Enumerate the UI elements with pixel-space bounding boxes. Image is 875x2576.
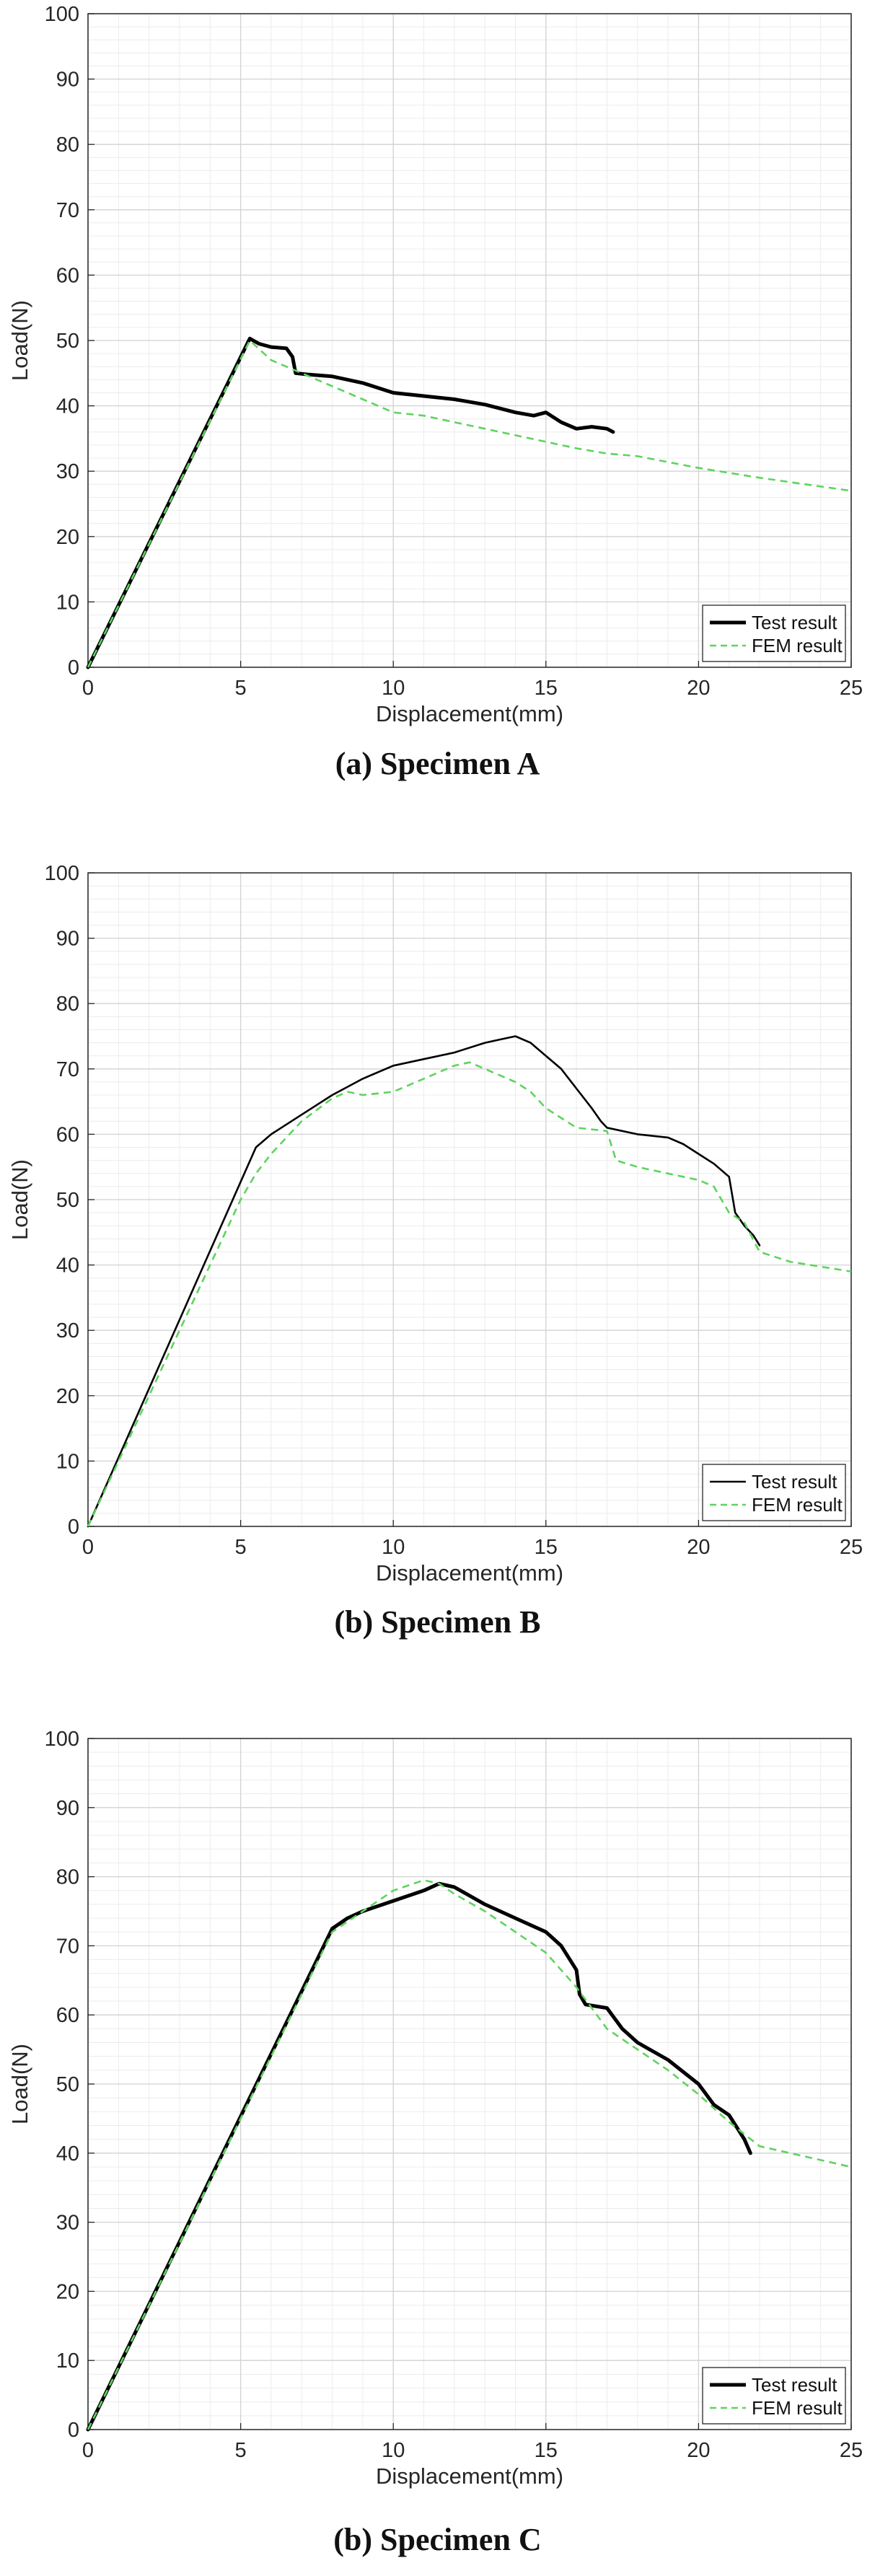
y-tick-label: 80 bbox=[56, 1866, 79, 1889]
x-axis-label: Displacement(mm) bbox=[376, 2463, 563, 2489]
chart-caption-a: (a) Specimen A bbox=[335, 746, 540, 781]
y-axis-label: Load(N) bbox=[7, 2044, 32, 2124]
chart-panel-b: 0 5 10 15 20 25 0 10 20 30 40 50 60 70 80 90 100 Displace… bbox=[0, 858, 875, 1681]
y-tick-label: 90 bbox=[56, 928, 79, 951]
x-tick-label: 0 bbox=[82, 1536, 94, 1559]
x-tick-label: 25 bbox=[840, 1536, 863, 1559]
y-tick-label: 0 bbox=[68, 1516, 79, 1539]
legend-label-fem: FEM result bbox=[752, 2397, 843, 2419]
y-tick-label: 40 bbox=[56, 1254, 79, 1278]
x-tick-label: 20 bbox=[687, 1536, 710, 1559]
y-tick-label: 60 bbox=[56, 1123, 79, 1146]
x-tick-label: 15 bbox=[535, 677, 558, 700]
y-axis-label: Load(N) bbox=[7, 300, 32, 381]
y-tick-label: 10 bbox=[56, 591, 79, 614]
y-tick-label: 70 bbox=[56, 1935, 79, 1958]
y-tick-label: 80 bbox=[56, 133, 79, 157]
y-tick-label: 60 bbox=[56, 2004, 79, 2027]
x-tick-label: 10 bbox=[382, 1536, 405, 1559]
chart-svg-a: 0 5 10 15 20 25 0 10 20 30 40 50 60 70 80 90 100 Displace… bbox=[7, 3, 863, 726]
legend-box bbox=[702, 1464, 846, 1521]
y-axis-label: Load(N) bbox=[7, 1159, 32, 1240]
y-tick-label: 90 bbox=[56, 69, 79, 92]
x-tick-label: 25 bbox=[840, 677, 863, 700]
chart-svg-c: 0 5 10 15 20 25 0 10 20 30 40 50 60 70 80 90 100 Displace… bbox=[7, 1728, 863, 2489]
y-tick-label: 60 bbox=[56, 264, 79, 287]
grid bbox=[87, 13, 852, 668]
x-tick-label: 10 bbox=[382, 677, 405, 700]
y-tick-label: 20 bbox=[56, 1385, 79, 1408]
legend-box bbox=[702, 605, 846, 662]
legend-label-test: Test result bbox=[752, 612, 837, 633]
fem-result-line bbox=[87, 1879, 852, 2430]
y-tick-label: 50 bbox=[56, 330, 79, 353]
y-tick-label: 30 bbox=[56, 1319, 79, 1342]
legend-label-fem: FEM result bbox=[752, 1494, 843, 1516]
x-tick-label: 0 bbox=[82, 2439, 94, 2462]
chart-panel-c: 0 5 10 15 20 25 0 10 20 30 40 50 60 70 80 90 100 Displace… bbox=[0, 1720, 875, 2576]
y-tick-label: 100 bbox=[45, 3, 79, 26]
grid bbox=[87, 1738, 852, 2430]
legend-label-test: Test result bbox=[752, 1471, 837, 1493]
x-tick-label: 5 bbox=[235, 1536, 247, 1559]
legend-label-fem: FEM result bbox=[752, 635, 843, 656]
y-tick-label: 100 bbox=[45, 1728, 79, 1751]
y-tick-label: 20 bbox=[56, 526, 79, 549]
y-tick-label: 10 bbox=[56, 2349, 79, 2373]
y-tick-label: 20 bbox=[56, 2280, 79, 2303]
y-tick-label: 0 bbox=[68, 656, 79, 680]
y-tick-label: 70 bbox=[56, 199, 79, 222]
y-tick-label: 80 bbox=[56, 993, 79, 1016]
y-tick-label: 70 bbox=[56, 1058, 79, 1081]
y-tick-label: 50 bbox=[56, 2073, 79, 2096]
x-axis-label: Displacement(mm) bbox=[376, 701, 563, 726]
chart-caption-b: (b) Specimen B bbox=[334, 1604, 541, 1640]
y-tick-label: 30 bbox=[56, 2212, 79, 2235]
y-tick-label: 50 bbox=[56, 1189, 79, 1212]
x-tick-label: 15 bbox=[535, 1536, 558, 1559]
x-tick-label: 0 bbox=[82, 677, 94, 700]
y-tick-label: 40 bbox=[56, 395, 79, 418]
x-tick-label: 15 bbox=[535, 2439, 558, 2462]
x-tick-label: 5 bbox=[235, 2439, 247, 2462]
fem-result-line bbox=[87, 339, 852, 668]
test-result-line bbox=[87, 1035, 761, 1528]
chart-caption-c: (b) Specimen C bbox=[333, 2522, 542, 2557]
chart-svg-b: 0 5 10 15 20 25 0 10 20 30 40 50 60 70 80 90 100 Displace… bbox=[7, 862, 863, 1586]
x-tick-label: 20 bbox=[687, 677, 710, 700]
y-tick-label: 0 bbox=[68, 2419, 79, 2442]
y-tick-label: 10 bbox=[56, 1450, 79, 1473]
legend-label-test: Test result bbox=[752, 2374, 837, 2396]
chart-panel-a: 0 5 10 15 20 25 0 10 20 30 40 50 60 70 80 90 100 Displace… bbox=[0, 0, 875, 822]
grid bbox=[87, 872, 852, 1527]
test-result-line bbox=[86, 336, 615, 669]
legend-box bbox=[702, 2367, 846, 2425]
y-tick-label: 40 bbox=[56, 2142, 79, 2166]
x-tick-label: 25 bbox=[840, 2439, 863, 2462]
fem-result-line bbox=[87, 1061, 852, 1527]
test-result-line bbox=[86, 1881, 752, 2432]
y-tick-label: 90 bbox=[56, 1797, 79, 1820]
x-tick-label: 5 bbox=[235, 677, 247, 700]
x-tick-label: 20 bbox=[687, 2439, 710, 2462]
y-tick-label: 30 bbox=[56, 460, 79, 483]
x-axis-label: Displacement(mm) bbox=[376, 1560, 563, 1586]
y-tick-label: 100 bbox=[45, 862, 79, 885]
x-tick-label: 10 bbox=[382, 2439, 405, 2462]
